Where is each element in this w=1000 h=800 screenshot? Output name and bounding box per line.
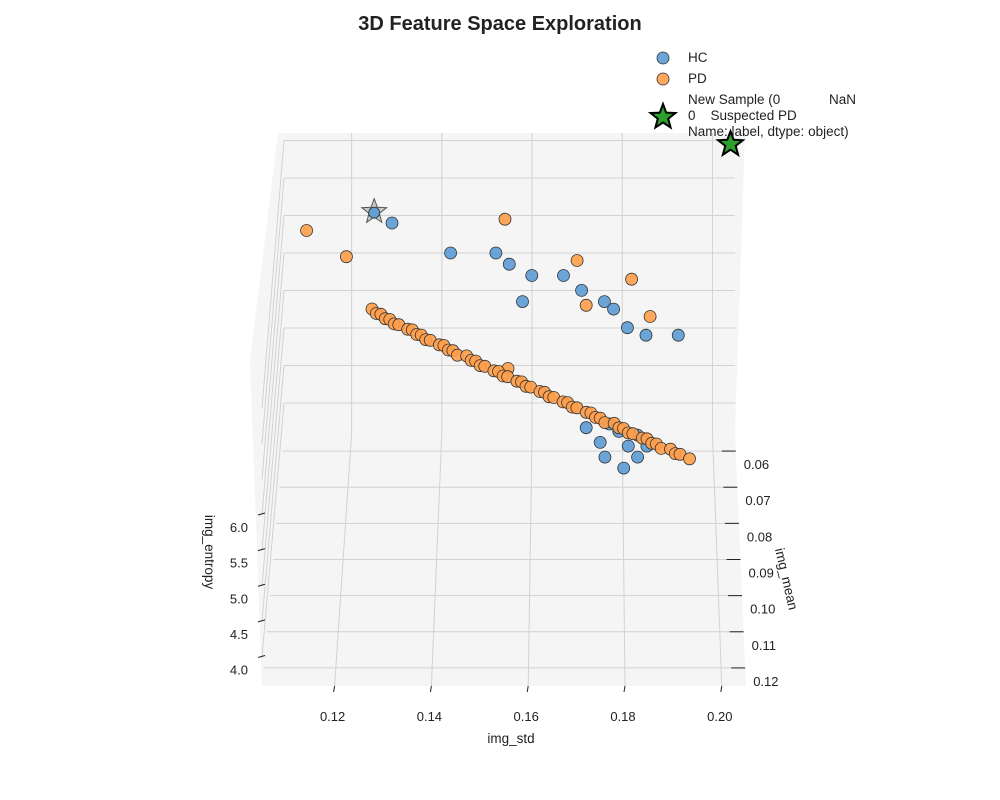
point-pd (498, 212, 512, 226)
tick-x-2 (526, 685, 529, 693)
point-hc (502, 257, 516, 271)
legend-marker-pd (656, 72, 670, 86)
y-tick-label: 0.11 (752, 638, 776, 653)
tick-z-3 (257, 548, 266, 552)
legend-label: PD (688, 71, 707, 86)
point-hc (598, 295, 611, 309)
point-pd (643, 310, 657, 323)
x-axis-label: img_std (487, 731, 534, 746)
y-axis-label: img_mean (772, 547, 801, 612)
point-pd (570, 254, 584, 267)
pane-back (278, 133, 745, 433)
point-hc (607, 302, 620, 316)
grid-z-side-7 (261, 140, 285, 409)
z-tick-label: 6.0 (230, 520, 248, 535)
grid-z-side-4 (261, 252, 285, 516)
y-tick-label: 0.06 (744, 457, 769, 472)
point-hc (489, 246, 503, 260)
point-hc (671, 328, 685, 342)
new-sample-marker (715, 128, 746, 158)
point-hc (593, 435, 607, 449)
legend-label-line: Name: label, dtype: object) (688, 124, 849, 139)
point-hc (621, 439, 635, 453)
x-tick-label: 0.12 (320, 709, 345, 724)
point-hc (631, 450, 644, 464)
z-tick-label: 4.5 (230, 627, 248, 642)
legend-marker-hc (656, 51, 670, 65)
grid-z-side-1 (261, 365, 285, 622)
x-tick-label: 0.18 (610, 709, 635, 724)
grid-z-side-3 (261, 290, 285, 551)
point-hc (617, 461, 631, 475)
tick-x-0 (333, 685, 336, 693)
y-tick-label: 0.10 (750, 602, 775, 617)
point-hc (368, 206, 381, 219)
x-tick-label: 0.16 (514, 709, 539, 724)
tick-z-1 (257, 619, 266, 623)
y-tick-label: 0.09 (749, 566, 774, 581)
point-hc (575, 283, 588, 297)
y-tick-label: 0.07 (745, 493, 770, 508)
point-hc (444, 246, 458, 260)
z-tick-label: 5.0 (230, 591, 248, 606)
chart-title: 3D Feature Space Exploration (358, 13, 641, 35)
tick-z-2 (257, 583, 266, 587)
z-tick-label: 5.5 (230, 556, 248, 571)
grid-z-side-0 (261, 402, 285, 658)
tick-x-4 (720, 685, 723, 693)
point-hc (525, 269, 539, 282)
tick-x-3 (623, 685, 626, 693)
data-points (300, 128, 746, 475)
grid-z-side-2 (261, 327, 285, 587)
point-hc (557, 269, 570, 282)
legend-label: HC (688, 50, 708, 65)
z-axis-label: img_entropy (202, 515, 217, 590)
point-pd (683, 452, 696, 466)
point-pd (300, 224, 314, 237)
x-tick-label: 0.20 (707, 709, 732, 724)
tick-z-4 (257, 512, 266, 516)
axis-panes (250, 133, 746, 686)
legend-label-line: 0 Suspected PD (688, 108, 797, 123)
tick-x-1 (429, 685, 432, 693)
grid-z-side-5 (261, 215, 285, 480)
point-pd (625, 272, 638, 286)
point-pd (339, 250, 353, 264)
legend-marker-new-sample (647, 101, 679, 130)
grid-lines (261, 133, 746, 687)
z-tick-label: 4.0 (230, 663, 248, 678)
point-hc (516, 295, 529, 309)
legend-label-line: New Sample (0 NaN (688, 92, 856, 107)
point-hc (639, 328, 653, 342)
x-tick-label: 0.14 (417, 709, 442, 724)
point-hc (598, 450, 612, 464)
tick-marks: 0.12 0.14 0.16 0.18 0.20 0.06 0.07 0.08 0.09 0.10… (230, 450, 779, 724)
point-hc (621, 321, 634, 335)
point-hc (579, 421, 593, 435)
y-tick-label: 0.12 (753, 674, 778, 689)
tick-z-0 (257, 655, 266, 658)
pane-left (250, 133, 284, 686)
point-pd (579, 298, 593, 312)
grid-z-side-6 (261, 177, 285, 444)
point-hc (385, 216, 399, 230)
y-tick-label: 0.08 (747, 529, 772, 544)
